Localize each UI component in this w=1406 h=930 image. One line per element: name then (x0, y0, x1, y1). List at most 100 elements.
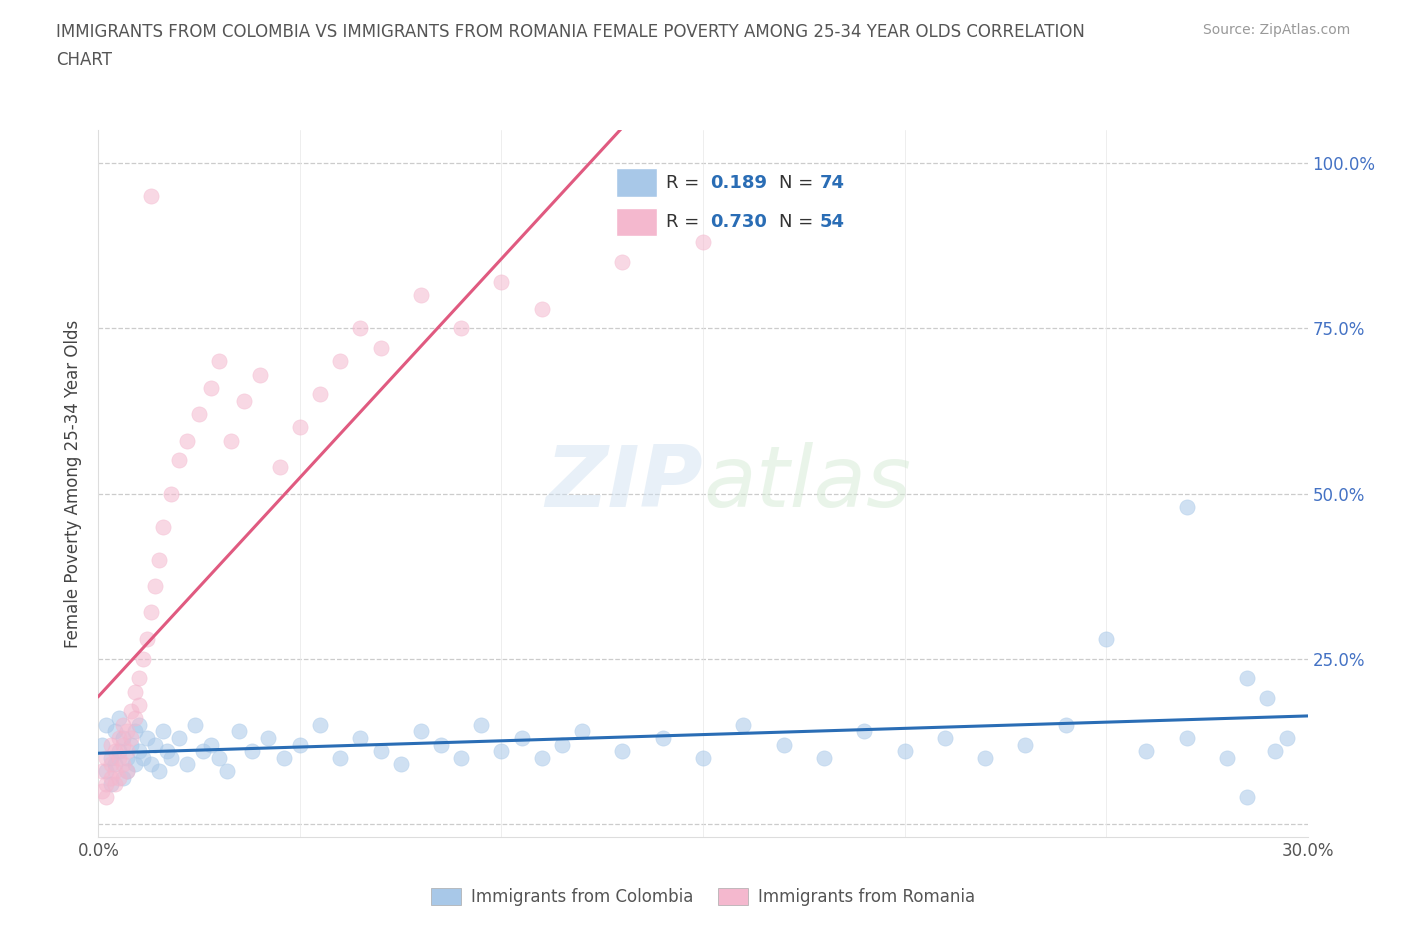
Point (160, 751, 183, 765)
Point (91, 737, 114, 752)
Point (853, 724, 876, 738)
Point (733, 717, 755, 732)
Point (188, 406, 211, 421)
Point (288, 420, 311, 435)
Point (1216, 751, 1239, 765)
Point (132, 751, 155, 765)
Point (184, 717, 207, 732)
Point (107, 770, 129, 785)
Point (249, 367, 271, 382)
Point (124, 684, 146, 699)
Point (1014, 737, 1036, 752)
Point (103, 744, 125, 759)
Point (139, 189, 162, 204)
Point (1236, 671, 1258, 686)
Point (91, 764, 114, 778)
Point (651, 730, 673, 745)
Point (103, 764, 125, 778)
Point (128, 698, 150, 712)
Point (571, 724, 593, 738)
Point (120, 730, 142, 745)
Point (692, 235, 714, 250)
Point (124, 757, 146, 772)
Point (132, 651, 155, 666)
Point (200, 737, 222, 752)
Point (96, 790, 118, 804)
Point (111, 730, 134, 745)
Point (530, 751, 553, 765)
Point (148, 764, 170, 778)
Point (813, 751, 835, 765)
Point (772, 737, 794, 752)
Text: Source: ZipAtlas.com: Source: ZipAtlas.com (1202, 23, 1350, 37)
Point (491, 744, 513, 759)
Point (100, 751, 122, 765)
Point (1054, 717, 1077, 732)
Point (111, 717, 134, 732)
Point (349, 321, 371, 336)
Point (135, 631, 157, 646)
Point (389, 757, 412, 772)
Point (893, 744, 915, 759)
Point (349, 730, 371, 745)
Point (91, 783, 114, 798)
Point (176, 757, 198, 772)
Legend: Immigrants from Colombia, Immigrants from Romania: Immigrants from Colombia, Immigrants fro… (425, 881, 981, 912)
Point (193, 744, 215, 759)
Point (96, 751, 118, 765)
Text: ZIP: ZIP (546, 442, 703, 525)
Point (208, 354, 231, 369)
Point (135, 730, 157, 745)
Point (256, 730, 278, 745)
Point (1095, 631, 1118, 646)
Point (612, 255, 634, 270)
Point (409, 288, 432, 303)
Point (430, 737, 453, 752)
Point (232, 393, 254, 408)
Point (450, 321, 472, 336)
Point (96, 777, 118, 791)
Point (124, 711, 146, 725)
Point (120, 737, 142, 752)
Point (152, 724, 174, 738)
Point (510, 730, 533, 745)
Point (100, 777, 122, 791)
Point (530, 301, 553, 316)
Point (551, 737, 574, 752)
Point (128, 717, 150, 732)
Point (100, 737, 122, 752)
Point (115, 764, 138, 778)
Point (128, 671, 150, 686)
Point (692, 751, 714, 765)
Point (167, 453, 190, 468)
Point (156, 744, 179, 759)
Point (111, 757, 134, 772)
Point (115, 751, 138, 765)
Point (120, 704, 142, 719)
Point (208, 751, 231, 765)
Text: atlas: atlas (703, 442, 911, 525)
Point (139, 605, 162, 620)
Point (124, 724, 146, 738)
Point (115, 724, 138, 738)
Point (139, 757, 162, 772)
Text: IMMIGRANTS FROM COLOMBIA VS IMMIGRANTS FROM ROMANIA FEMALE POVERTY AMONG 25-34 Y: IMMIGRANTS FROM COLOMBIA VS IMMIGRANTS F… (56, 23, 1085, 41)
Point (1135, 744, 1157, 759)
Point (143, 578, 166, 593)
Point (974, 751, 997, 765)
Point (470, 717, 492, 732)
Point (409, 724, 432, 738)
Point (1264, 744, 1286, 759)
Point (115, 744, 138, 759)
Point (612, 744, 634, 759)
Point (370, 744, 392, 759)
Point (491, 274, 513, 289)
Point (143, 737, 166, 752)
Point (103, 724, 125, 738)
Point (309, 717, 332, 732)
Point (107, 744, 129, 759)
Point (1256, 691, 1278, 706)
Point (450, 751, 472, 765)
Point (370, 340, 392, 355)
Point (152, 519, 174, 534)
